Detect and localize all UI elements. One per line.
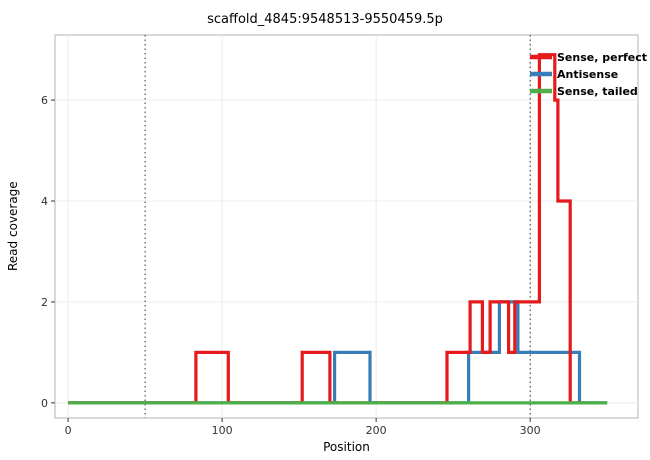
x-tick-label: 200 (366, 424, 387, 437)
x-axis-label: Position (323, 440, 370, 454)
x-tick-label: 100 (212, 424, 233, 437)
y-tick-label: 6 (41, 94, 48, 107)
legend-label-sense-perfect: Sense, perfect (557, 51, 647, 64)
x-tick-label: 0 (65, 424, 72, 437)
legend-label-antisense: Antisense (557, 68, 618, 81)
y-tick-label: 4 (41, 195, 48, 208)
y-tick-label: 2 (41, 296, 48, 309)
chart-title: scaffold_4845:9548513-9550459.5p (207, 12, 443, 27)
legend-label-sense-tailed: Sense, tailed (557, 85, 638, 98)
y-tick-label: 0 (41, 397, 48, 410)
x-tick-label: 300 (520, 424, 541, 437)
